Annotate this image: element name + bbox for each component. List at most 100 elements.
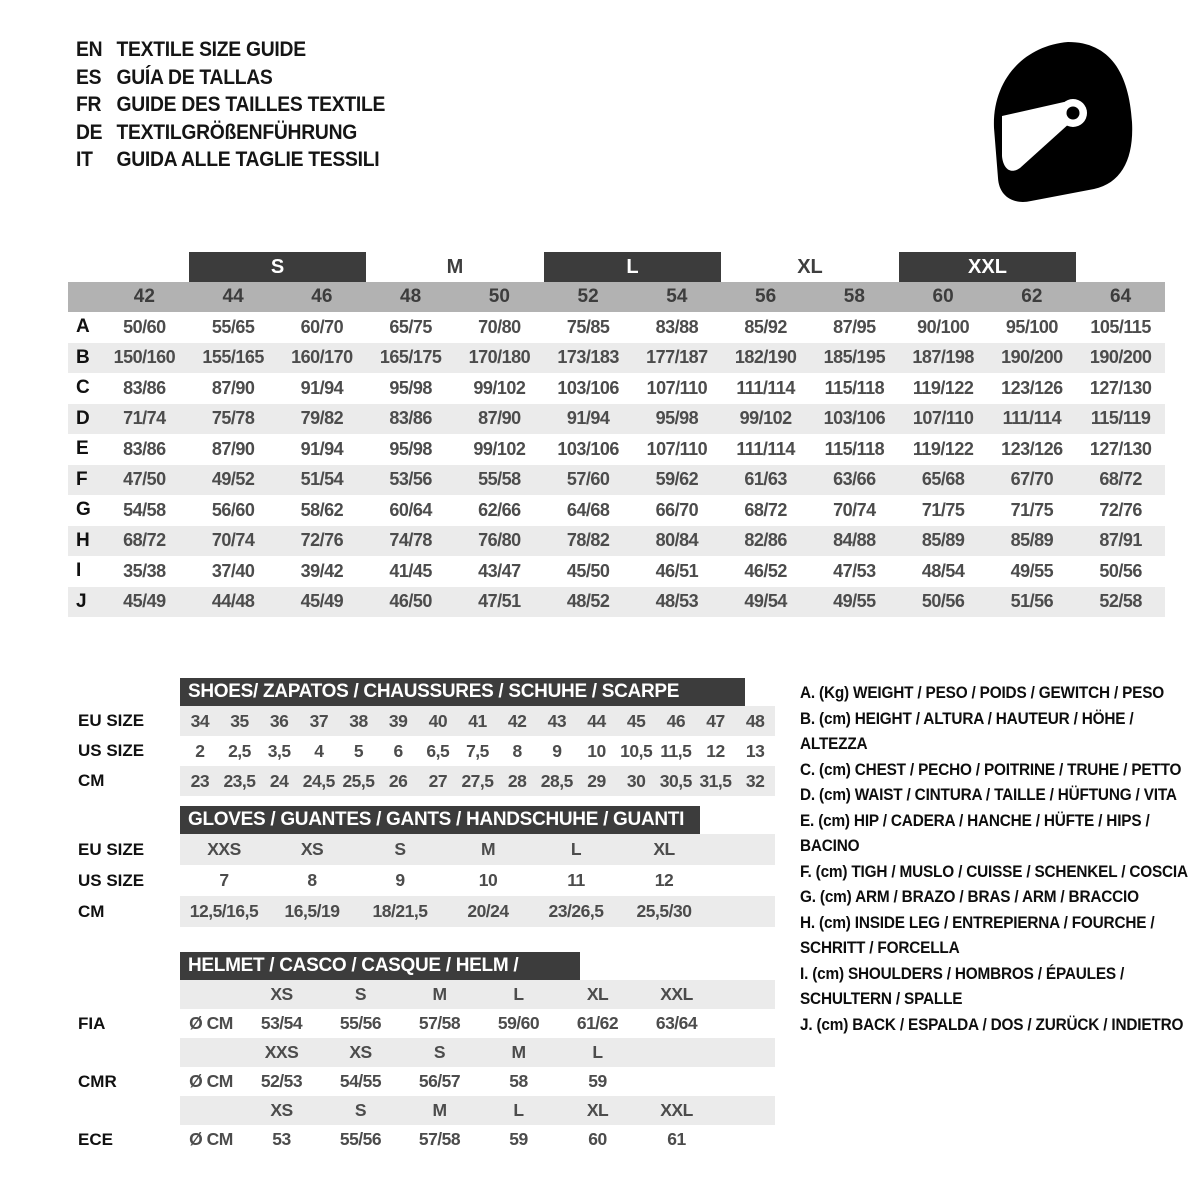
row-label: EU SIZE [78, 839, 145, 859]
helmet-value: 59/60 [497, 1013, 540, 1033]
size-value: 105/115 [1090, 316, 1151, 337]
size-value: 74/78 [389, 530, 432, 551]
size-value: 185/195 [823, 347, 886, 368]
helmet-size-label: L [513, 1100, 524, 1120]
size-value: 87/90 [211, 438, 255, 459]
size-value: 61/63 [744, 469, 787, 490]
helmet-size-label: XL [586, 1100, 609, 1120]
size-value: 99/102 [739, 408, 793, 429]
helmet-table: HELMET / CASCO / CASQUE / HELM / CASCO X… [70, 952, 780, 1154]
size-table-row: C 83/86 87/90 91/94 95/98 99/102 103/106 107/11… [68, 373, 1165, 404]
size-value: 87/90 [478, 408, 521, 429]
helmet-value-row: FIA Ø CM 53/54 55/56 57/58 59/60 61/62 63/64 [70, 1009, 780, 1038]
size-value: 70/80 [478, 316, 521, 337]
sub-tables: SHOES/ ZAPATOS / CHAUSSURES / SCHUHE / S… [70, 678, 780, 1154]
size-column-header: 48 [400, 286, 422, 307]
size-value: 87/90 [211, 377, 255, 398]
helmet-value-row: CMR Ø CM 52/53 54/55 56/57 58 59 [70, 1067, 780, 1096]
size-value: 80/84 [655, 530, 699, 551]
legend-item: A. (Kg) WEIGHT / PESO / POIDS / GEWITCH … [800, 684, 1165, 702]
row-letter: A [76, 316, 90, 338]
size-column-header: 52 [577, 286, 599, 307]
value-cell: 42 [507, 710, 527, 731]
language-code: DE [76, 120, 103, 144]
size-value: 67/70 [1010, 469, 1054, 490]
size-value: 43/47 [478, 560, 521, 581]
language-row: DE TEXTILGRÖßENFÜHRUNG [76, 119, 385, 147]
value-cell: 10,5 [620, 740, 653, 761]
size-value: 83/86 [389, 408, 432, 429]
value-cell: 28 [507, 770, 527, 791]
size-value: 50/60 [123, 316, 166, 337]
size-value: 46/51 [655, 560, 699, 581]
legend-item: F. (cm) TIGH / MUSLO / CUISSE / SCHENKEL… [800, 862, 1188, 881]
measurement-legend: A. (Kg) WEIGHT / PESO / POIDS / GEWITCH … [800, 681, 1191, 1038]
table-row: CM 23 23,5 24 24,5 25,5 26 27 27,5 28 28,5 29 30 30,5… [70, 766, 780, 796]
size-value: 51/56 [1010, 591, 1054, 612]
size-value: 82/86 [744, 530, 787, 551]
row-label: US SIZE [78, 741, 145, 760]
size-value: 127/130 [1089, 377, 1152, 398]
size-value: 62/66 [478, 499, 521, 520]
size-value: 123/126 [1001, 438, 1063, 459]
size-value: 48/53 [655, 591, 699, 612]
helmet-size-row: XS S M L XL XXL [70, 1096, 780, 1125]
size-table-row: G 54/58 56/60 58/62 60/64 62/66 64/68 66/70 68/7… [68, 495, 1165, 526]
value-cell: 47 [706, 710, 725, 731]
row-letter: H [76, 529, 90, 551]
helmet-value: 59 [588, 1071, 607, 1091]
legend-item: C. (cm) CHEST / PECHO / POITRINE / TRUHE… [800, 760, 1182, 779]
size-column-header: 50 [488, 286, 510, 307]
size-value: 71/75 [921, 499, 965, 520]
value-cell: 24 [269, 770, 289, 791]
size-value: 51/54 [300, 469, 344, 490]
size-value: 182/190 [734, 347, 797, 368]
value-cell: 46 [666, 710, 686, 731]
size-value: 47/51 [478, 591, 521, 612]
helmet-size-label: L [513, 984, 524, 1004]
legend-item: J. (cm) BACK / ESPALDA / DOS / ZURÜCK / … [800, 1015, 1184, 1034]
value-cell: 27,5 [461, 770, 494, 791]
row-label: CM [78, 901, 105, 921]
value-cell: 44 [587, 710, 606, 731]
value-cell: 23/26,5 [548, 901, 604, 921]
row-letter: G [76, 499, 91, 521]
value-cell: 38 [349, 710, 368, 731]
value-cell: 8 [307, 870, 317, 890]
size-value: 52/58 [1099, 591, 1142, 612]
size-value: 119/122 [912, 438, 974, 459]
value-cell: 48 [745, 710, 765, 731]
value-cell: 35 [230, 710, 249, 731]
gloves-title-bar: GLOVES / GUANTES / GANTS / HANDSCHUHE / … [180, 806, 700, 834]
size-value: 170/180 [468, 347, 531, 368]
helmet-value-grid: Ø CM 53 55/56 57/58 59 60 61 [180, 1125, 775, 1154]
row-label [70, 1038, 180, 1067]
size-value: 65/75 [389, 316, 432, 337]
value-cell: 25,5/30 [636, 901, 692, 921]
value-cell: 12 [654, 870, 674, 890]
helmet-size-label: S [354, 984, 367, 1004]
value-cell: 2,5 [228, 740, 251, 761]
value-cell: XS [300, 839, 324, 859]
size-value: 49/55 [833, 591, 876, 612]
table-row: US SIZE 2 2,5 3,5 4 5 6 6,5 7,5 8 9 10 10,5 11,5 12 13 [70, 736, 780, 766]
size-value: 190/200 [1089, 347, 1152, 368]
value-cell: 10 [587, 740, 606, 761]
size-value: 58/62 [300, 499, 344, 520]
language-code: ES [76, 65, 102, 89]
value-cell: 26 [388, 770, 408, 791]
size-value: 91/94 [300, 438, 344, 459]
helmet-value: 57/58 [418, 1129, 461, 1149]
size-value: 155/165 [202, 347, 264, 368]
size-value: 71/75 [1010, 499, 1054, 520]
helmet-value: 61/62 [576, 1013, 619, 1033]
size-value: 68/72 [1099, 469, 1142, 490]
size-value: 64/68 [566, 499, 610, 520]
value-cell: 45 [626, 710, 646, 731]
table-row: EU SIZE 34 35 36 37 38 39 40 41 42 43 44 45 46 47 48 [70, 706, 780, 736]
size-value: 85/89 [1010, 530, 1054, 551]
value-grid: XXS XS S M L XL [180, 834, 775, 865]
value-cell: 25,5 [342, 770, 375, 791]
helmet-size-label: XS [349, 1042, 372, 1062]
size-value: 190/200 [1001, 347, 1063, 368]
